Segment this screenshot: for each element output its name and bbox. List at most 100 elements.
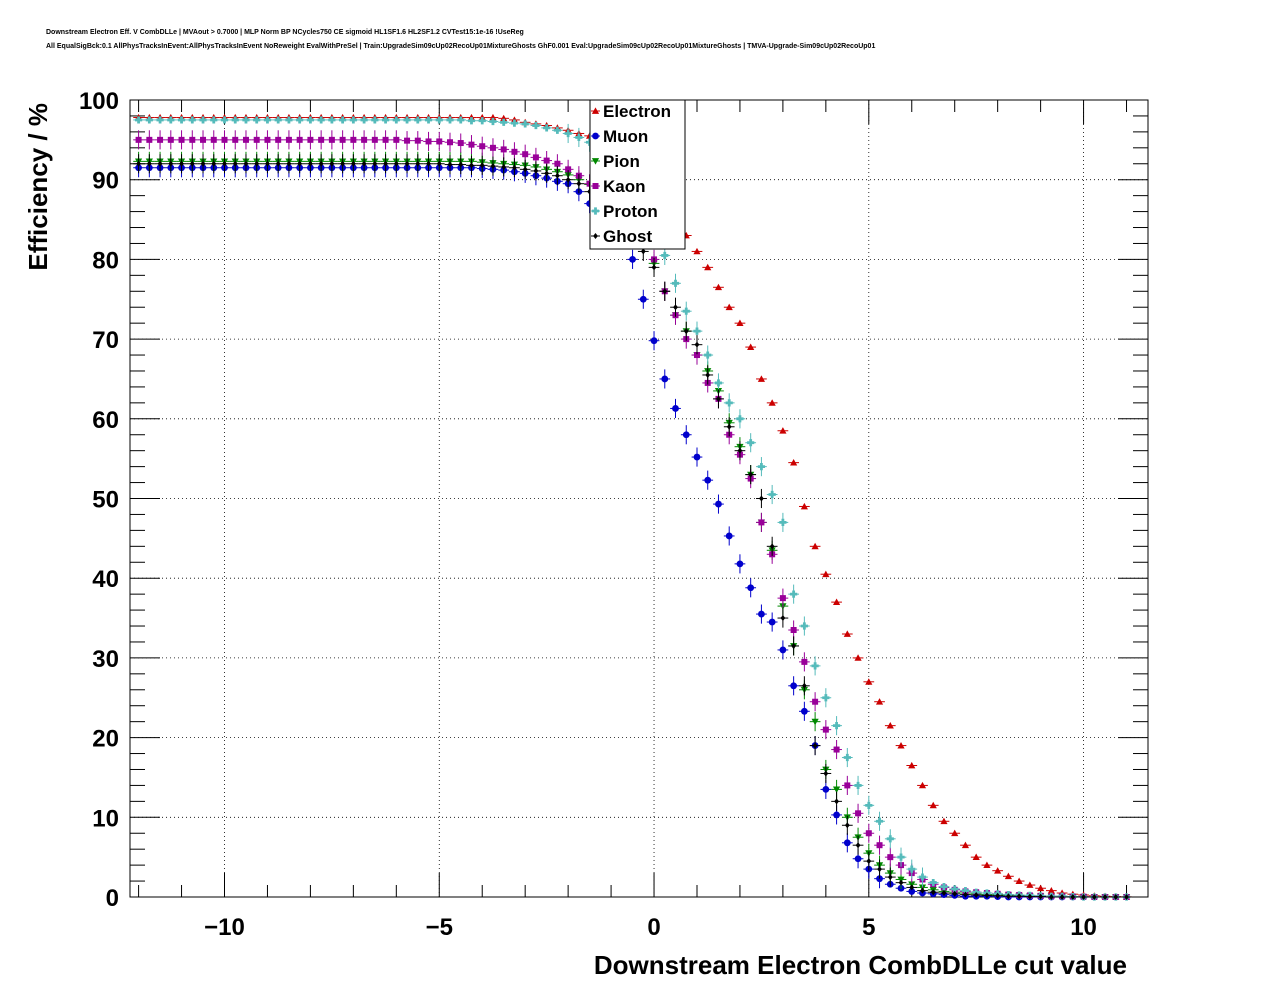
data-point-proton — [328, 116, 336, 124]
legend-label: Proton — [603, 202, 658, 221]
data-point-electron — [736, 319, 744, 327]
data-point-kaon — [887, 854, 894, 861]
data-point-kaon — [833, 746, 840, 753]
data-point-kaon — [200, 136, 207, 143]
data-point-ghost — [565, 176, 571, 183]
data-point-ghost — [716, 395, 721, 402]
x-tick-label: −5 — [426, 914, 453, 941]
data-point-kaon — [500, 146, 507, 153]
data-point-ghost — [232, 160, 238, 167]
data-point-ghost — [490, 163, 496, 170]
data-point-proton — [693, 327, 701, 335]
x-tick-label: 10 — [1070, 914, 1097, 941]
data-point-proton — [478, 117, 486, 125]
data-point-ghost — [286, 160, 292, 167]
data-point-ghost — [318, 160, 324, 167]
data-point-ghost — [705, 371, 711, 378]
data-point-muon — [629, 256, 636, 263]
data-point-proton — [403, 116, 411, 124]
data-point-electron — [908, 761, 916, 769]
x-tick-label: 5 — [862, 914, 875, 941]
data-point-kaon — [178, 136, 185, 143]
data-point-ghost — [748, 471, 754, 478]
data-point-proton — [263, 116, 272, 124]
data-point-kaon — [693, 352, 700, 359]
data-point-ghost — [1059, 894, 1065, 900]
data-point-kaon — [371, 136, 378, 143]
legend-label: Muon — [603, 127, 648, 146]
x-tick-label: 0 — [647, 914, 660, 941]
data-point-proton — [467, 117, 476, 125]
data-point-electron — [500, 114, 508, 122]
data-point-proton — [220, 116, 229, 124]
data-point-proton — [424, 116, 433, 124]
data-point-kaon — [414, 137, 421, 144]
data-point-kaon — [801, 658, 808, 665]
data-point-kaon — [189, 136, 196, 143]
y-tick-label: 20 — [92, 726, 119, 753]
data-point-kaon — [146, 136, 153, 143]
data-point-muon — [650, 337, 658, 345]
data-point-muon — [682, 431, 690, 439]
data-point-kaon — [296, 136, 303, 143]
data-point-ghost — [1081, 894, 1086, 900]
data-point-ghost — [222, 160, 227, 167]
data-point-kaon — [157, 136, 164, 143]
data-point-ghost — [533, 167, 539, 174]
data-point-electron — [972, 853, 980, 861]
data-point-proton — [188, 116, 196, 124]
series-ghost — [133, 154, 1132, 900]
data-point-kaon — [307, 136, 314, 143]
data-point-ghost — [265, 160, 270, 167]
data-point-ghost — [844, 822, 850, 829]
data-point-ghost — [920, 887, 925, 894]
y-tick-label: 90 — [92, 168, 119, 195]
data-point-proton — [532, 121, 540, 130]
data-point-proton — [897, 853, 905, 861]
data-point-electron — [951, 829, 959, 837]
data-point-ghost — [673, 304, 678, 311]
data-point-proton — [779, 518, 787, 527]
data-point-proton — [296, 116, 304, 124]
y-tick-label: 10 — [92, 805, 119, 832]
data-point-proton — [671, 279, 680, 287]
data-point-ghost — [415, 160, 421, 167]
data-point-muon — [800, 707, 808, 715]
data-point-ghost — [275, 160, 281, 167]
y-tick-label: 50 — [92, 487, 119, 514]
data-point-kaon — [167, 136, 174, 143]
data-point-ghost — [512, 164, 517, 171]
data-point-kaon — [350, 136, 357, 143]
data-point-kaon — [758, 519, 765, 526]
y-tick-label: 0 — [106, 885, 119, 912]
data-point-ghost — [308, 160, 313, 167]
data-point-electron — [800, 502, 808, 510]
data-point-ghost — [866, 858, 872, 865]
data-point-proton — [339, 116, 347, 124]
data-point-electron — [1037, 884, 1045, 892]
data-point-ghost — [340, 160, 346, 167]
legend-marker-kaon — [592, 183, 599, 189]
data-point-ghost — [726, 423, 732, 430]
data-point-ghost — [952, 890, 958, 897]
data-point-kaon — [210, 136, 217, 143]
data-point-ghost — [834, 798, 839, 805]
data-point-muon — [822, 786, 830, 793]
data-point-muon — [693, 453, 701, 461]
y-tick-label: 100 — [79, 88, 119, 115]
data-point-proton — [822, 694, 830, 702]
data-point-ghost — [479, 162, 485, 169]
legend-entry-electron: Electron — [591, 102, 671, 121]
data-point-kaon — [232, 136, 239, 143]
data-point-proton — [661, 251, 669, 260]
data-point-proton — [575, 133, 583, 142]
data-point-proton — [768, 490, 776, 499]
data-point-electron — [961, 841, 970, 849]
data-point-ghost — [812, 742, 818, 749]
data-point-electron — [757, 375, 766, 382]
data-point-ghost — [823, 770, 829, 777]
data-point-kaon — [361, 136, 368, 143]
data-point-proton — [231, 116, 239, 124]
data-point-ghost — [157, 160, 163, 167]
data-point-proton — [951, 885, 959, 893]
